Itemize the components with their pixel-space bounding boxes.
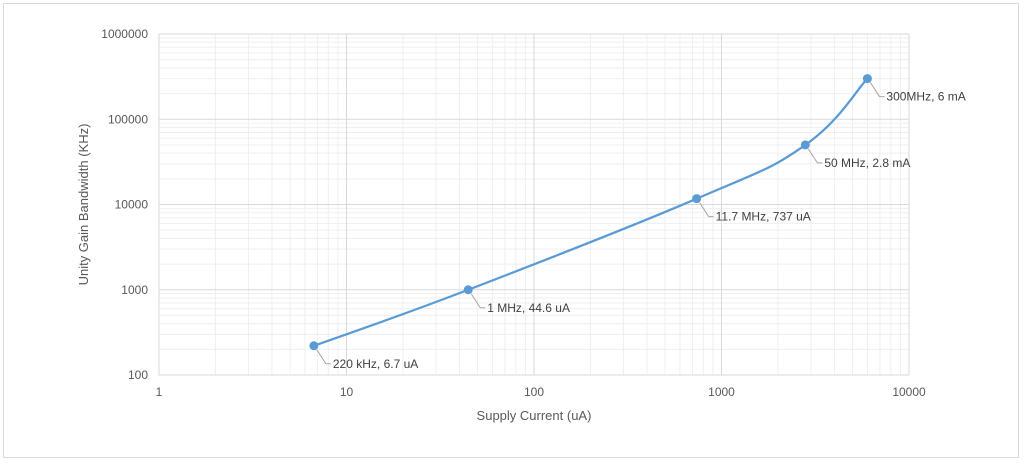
data-label-leaders bbox=[316, 82, 885, 365]
data-label: 50 MHz, 2.8 mA bbox=[824, 156, 910, 170]
x-tick-label: 10 bbox=[340, 385, 354, 399]
data-label: 300MHz, 6 mA bbox=[886, 90, 965, 104]
y-tick-label: 1000000 bbox=[101, 27, 148, 41]
x-tick-label: 1 bbox=[156, 385, 163, 399]
y-tick-label: 10000 bbox=[115, 198, 149, 212]
x-tick-label: 100 bbox=[524, 385, 544, 399]
y-tick-label: 100 bbox=[128, 368, 148, 382]
y-tick-labels: 100 1000 10000 100000 1000000 bbox=[101, 27, 148, 382]
data-point bbox=[862, 74, 872, 84]
x-tick-label: 1000 bbox=[708, 385, 735, 399]
x-tick-label: 10000 bbox=[892, 385, 926, 399]
data-label-leader bbox=[316, 349, 331, 365]
data-label: 1 MHz, 44.6 uA bbox=[487, 301, 570, 315]
data-label-leader bbox=[869, 82, 885, 98]
x-axis-title: Supply Current (uA) bbox=[477, 408, 592, 423]
data-label: 220 kHz, 6.7 uA bbox=[333, 357, 418, 371]
major-gridlines bbox=[158, 33, 910, 376]
data-label-leader bbox=[699, 202, 714, 218]
series-line bbox=[313, 77, 869, 347]
data-point bbox=[463, 285, 473, 295]
data-point bbox=[692, 194, 702, 204]
data-label: 11.7 MHz, 737 uA bbox=[716, 210, 811, 224]
y-tick-label: 100000 bbox=[108, 112, 148, 126]
data-points bbox=[309, 74, 872, 351]
data-label-leader bbox=[470, 293, 486, 309]
x-tick-labels: 1 10 100 1000 10000 bbox=[156, 385, 926, 399]
y-axis-title: Unity Gain Bandwidth (KHz) bbox=[76, 124, 91, 286]
y-tick-label: 1000 bbox=[121, 283, 148, 297]
data-point bbox=[800, 140, 810, 150]
data-labels: 220 kHz, 6.7 uA 1 MHz, 44.6 uA 11.7 MHz, 7… bbox=[333, 90, 966, 371]
data-point bbox=[309, 341, 319, 351]
data-label-leader bbox=[807, 148, 823, 164]
